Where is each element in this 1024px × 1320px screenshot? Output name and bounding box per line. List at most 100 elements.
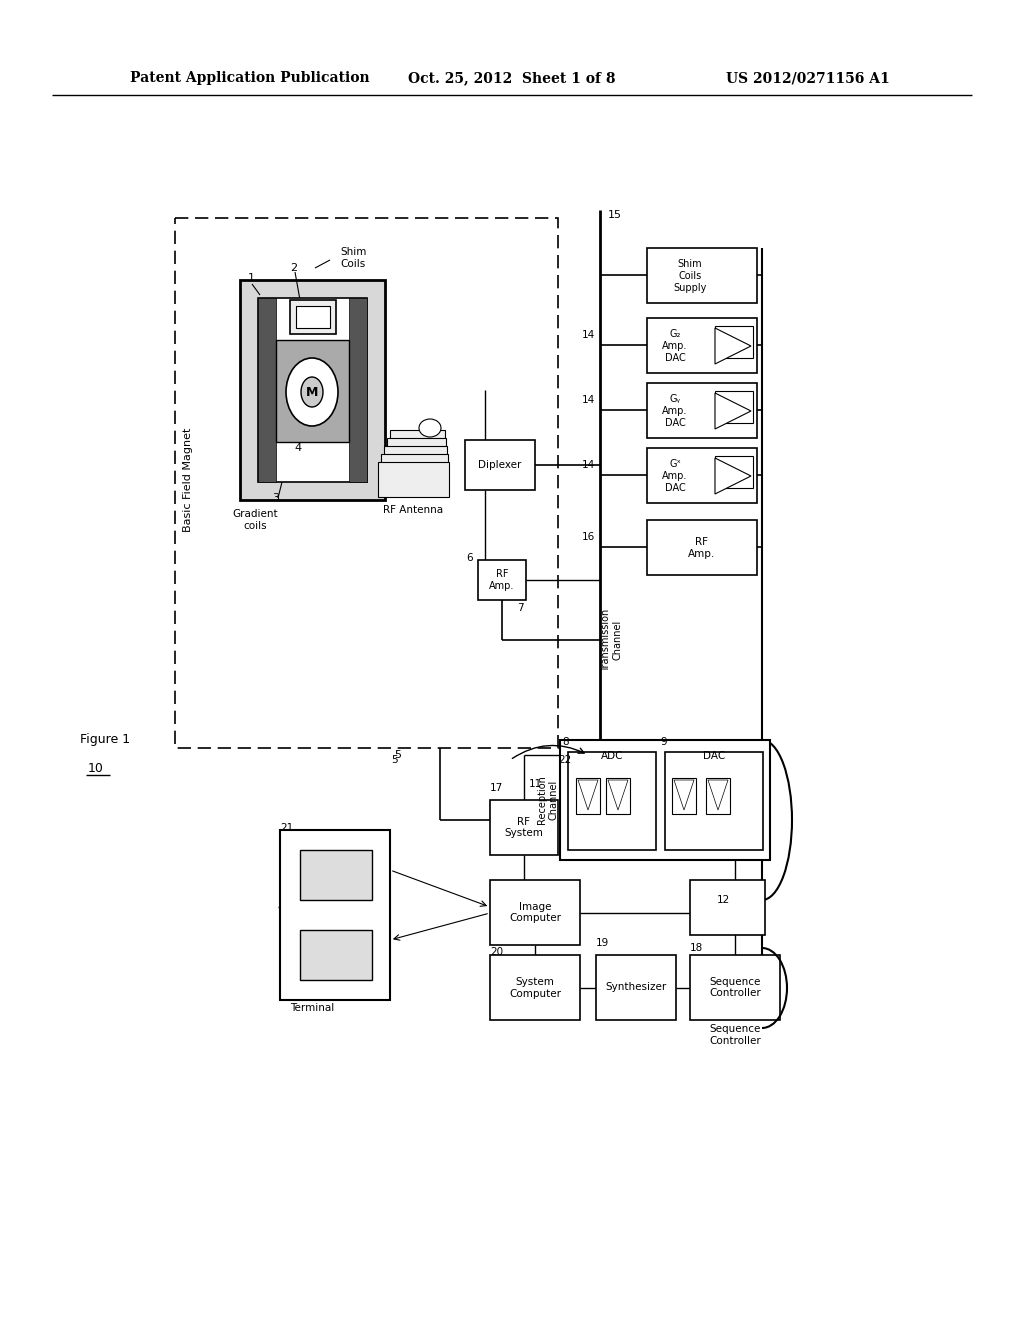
Bar [381,454,449,488]
Bar [490,880,580,945]
Text: Gᵧ
Amp.
DAC: Gᵧ Amp. DAC [663,395,688,428]
Text: Sequence
Controller: Sequence Controller [710,977,761,998]
Bar [715,326,753,358]
Text: 5: 5 [392,755,398,766]
Text: Terminal: Terminal [290,1003,334,1012]
Bar [706,777,730,814]
Bar [478,560,526,601]
Bar [690,954,780,1020]
Text: Shim
Coils: Shim Coils [340,247,367,269]
Ellipse shape [286,358,338,426]
Bar [465,440,535,490]
Text: 10: 10 [88,762,103,775]
Text: Diplexer: Diplexer [478,459,521,470]
Text: 17: 17 [490,783,503,793]
Bar [240,280,385,500]
Text: Figure 1: Figure 1 [80,734,130,747]
Text: 12: 12 [717,895,730,906]
Bar [490,800,558,855]
Bar [387,438,446,473]
Text: Oct. 25, 2012  Sheet 1 of 8: Oct. 25, 2012 Sheet 1 of 8 [409,71,615,84]
Text: 16: 16 [582,532,595,543]
Bar [384,446,447,480]
Bar [647,318,757,374]
Text: 6: 6 [466,553,473,564]
Polygon shape [715,458,751,494]
Bar [715,455,753,488]
Text: System
Computer: System Computer [509,977,561,999]
Text: Image
Computer: Image Computer [509,902,561,923]
Text: Patent Application Publication: Patent Application Publication [130,71,370,84]
Text: 18: 18 [690,942,703,953]
Text: Sequence
Controller: Sequence Controller [710,1024,761,1045]
Text: 21: 21 [280,822,293,833]
Text: 7: 7 [517,603,523,612]
Bar [606,777,630,814]
Text: 14: 14 [582,395,595,405]
Text: Gradient
coils: Gradient coils [232,510,278,531]
Polygon shape [674,780,694,810]
Polygon shape [715,393,751,429]
Text: 20: 20 [490,946,503,957]
Polygon shape [608,780,628,810]
Text: RF
Amp.: RF Amp. [688,537,716,558]
Text: 11: 11 [529,779,543,789]
Bar [672,777,696,814]
Polygon shape [708,780,728,810]
Text: 22: 22 [558,755,571,766]
Polygon shape [578,780,598,810]
Bar [665,752,763,850]
Bar [647,520,757,576]
Bar [715,391,753,422]
Text: 14: 14 [582,459,595,470]
Bar [300,850,372,900]
Bar [175,218,558,748]
Text: 5: 5 [394,750,401,760]
Text: G₂
Amp.
DAC: G₂ Amp. DAC [663,330,688,363]
Bar [596,954,676,1020]
Text: Transmission
Channel: Transmission Channel [601,609,623,672]
Text: US 2012/0271156 A1: US 2012/0271156 A1 [726,71,890,84]
Text: 1: 1 [248,273,255,282]
Text: RF Antenna: RF Antenna [383,506,443,515]
Bar [280,830,390,1001]
Bar [575,777,600,814]
Text: 15: 15 [608,210,622,220]
Bar [258,298,276,482]
Bar [290,300,336,334]
Text: Reception
Channel: Reception Channel [538,776,559,825]
Bar [276,341,349,442]
Bar [690,880,765,935]
Bar [378,462,449,498]
Text: Gˣ
Amp.
DAC: Gˣ Amp. DAC [663,459,688,492]
Polygon shape [715,327,751,364]
Bar [296,306,330,327]
Text: 3: 3 [272,492,279,503]
Text: 9: 9 [660,737,667,747]
Bar [349,298,367,482]
Text: Synthesizer: Synthesizer [605,982,667,993]
Bar [647,248,757,304]
Text: 8: 8 [562,737,568,747]
Bar [390,430,445,465]
Bar [647,383,757,438]
Ellipse shape [301,378,323,407]
Text: 19: 19 [596,939,609,948]
Bar [490,954,580,1020]
Text: 4: 4 [295,444,301,453]
Bar [258,298,367,482]
Bar [568,752,656,850]
Text: 14: 14 [582,330,595,341]
Text: Shim
Coils
Supply: Shim Coils Supply [674,260,707,293]
Text: ADC: ADC [601,751,624,762]
Ellipse shape [419,418,441,437]
Text: RF
Amp.: RF Amp. [489,569,515,591]
Text: Basic Field Magnet: Basic Field Magnet [183,428,193,532]
Bar [560,741,770,861]
Text: DAC: DAC [702,751,725,762]
Bar [300,931,372,979]
Text: RF
System: RF System [505,817,544,838]
Bar [647,447,757,503]
Text: 2: 2 [290,263,297,273]
Text: M: M [306,385,318,399]
